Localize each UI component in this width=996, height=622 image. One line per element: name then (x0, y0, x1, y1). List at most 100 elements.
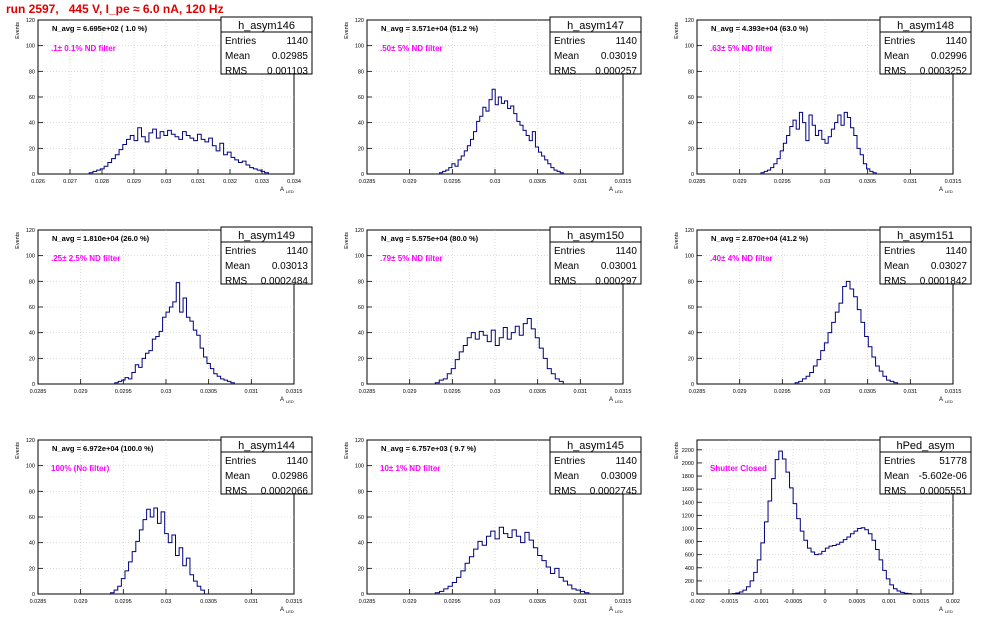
stats-value-mean: 0.02996 (931, 51, 968, 62)
stats-histogram-name: h_asym150 (567, 230, 624, 242)
x-tick-label: 0.031 (573, 389, 587, 395)
y-tick-label: 80 (358, 279, 364, 285)
histogram-series (114, 282, 235, 384)
stats-value-mean: 0.03001 (601, 261, 638, 272)
y-tick-label: 120 (685, 228, 694, 234)
y-tick-label: 40 (29, 121, 35, 127)
stats-value-rms: 0.0003252 (920, 66, 968, 77)
y-tick-label: 80 (358, 69, 364, 75)
y-axis-label: Events (15, 232, 21, 249)
y-tick-label: 80 (688, 279, 694, 285)
stats-key-rms: RMS (225, 66, 248, 77)
histogram-series (760, 111, 877, 174)
x-axis-label-subscript: LED (286, 609, 294, 614)
y-tick-label: 60 (29, 305, 35, 311)
stats-value-rms: 0.0002745 (590, 486, 638, 497)
stats-key-mean: Mean (884, 471, 909, 482)
x-tick-label: 0.0285 (30, 599, 47, 605)
x-tick-label: 0.0305 (200, 599, 217, 605)
x-tick-label: 0.0285 (689, 389, 706, 395)
x-tick-label: 0.0295 (444, 599, 461, 605)
y-tick-label: 100 (26, 44, 35, 50)
x-axis-label: A (939, 607, 943, 613)
x-tick-label: 0.034 (287, 179, 301, 185)
stats-histogram-name: h_asym144 (238, 440, 295, 452)
y-tick-label: 0 (691, 382, 694, 388)
stats-key-entries: Entries (554, 456, 585, 467)
n-avg-label: N_avg = 5.575e+04 (80.0 %) (381, 234, 479, 243)
stats-key-mean: Mean (554, 471, 579, 482)
x-axis-label-subscript: LED (945, 399, 953, 404)
histogram-series (110, 507, 205, 594)
x-tick-label: 0.031 (244, 599, 258, 605)
n-avg-label: N_avg = 6.972e+04 (100.0 %) (52, 444, 154, 453)
histogram-panel-h_asym144: 0 20 40 60 80 100 120 0.0285 0.029 0.0295 0.03 0.03… (15, 436, 313, 614)
y-tick-label: 1800 (682, 474, 694, 480)
histogram-panel-h_asym146: 0 20 40 60 80 100 120 0.026 0.027 0.028 0.029 0.03 0… (15, 16, 313, 194)
stats-value-entries: 1140 (286, 456, 308, 467)
x-tick-label: 0.0295 (115, 599, 132, 605)
x-tick-label: 0.0305 (200, 389, 217, 395)
x-tick-label: 0.027 (63, 179, 77, 185)
y-tick-label: 100 (355, 254, 364, 260)
x-tick-label: 0.029 (733, 179, 747, 185)
stats-key-entries: Entries (554, 246, 585, 257)
stats-key-rms: RMS (884, 486, 907, 497)
stats-value-mean: -5.602e-06 (919, 471, 968, 482)
stats-value-entries: 1140 (286, 246, 308, 257)
x-tick-label: 0.0005 (849, 599, 866, 605)
x-axis-label: A (609, 607, 613, 613)
y-tick-label: 60 (358, 305, 364, 311)
y-tick-label: 1000 (682, 526, 694, 532)
x-tick-label: 0.0295 (774, 179, 791, 185)
y-tick-label: 60 (688, 95, 694, 101)
stats-value-rms: 0.000297 (595, 276, 637, 287)
stats-box (220, 436, 313, 495)
histogram-panel-h_asym147: 0 20 40 60 80 100 120 0.0285 0.029 0.0295 0.03 0.03… (344, 16, 642, 194)
stats-value-rms: 0.0002484 (261, 276, 309, 287)
y-tick-label: 40 (29, 331, 35, 337)
histogram-panel-h_asym151: 0 20 40 60 80 100 120 0.0285 0.029 0.0295 0.03 0.03… (674, 226, 972, 404)
y-tick-label: 20 (688, 356, 694, 362)
x-tick-label: 0.0305 (529, 599, 546, 605)
stats-value-entries: 1140 (286, 36, 308, 47)
histogram-panel-h_asym148: 0 20 40 60 80 100 120 0.0285 0.029 0.0295 0.03 0.03… (674, 16, 972, 194)
x-tick-label: 0.0315 (286, 389, 303, 395)
stats-value-rms: 0.0001842 (920, 276, 968, 287)
x-tick-label: 0.029 (733, 389, 747, 395)
y-axis-label: Events (344, 442, 350, 459)
y-tick-label: 0 (691, 592, 694, 598)
y-tick-label: 100 (355, 44, 364, 50)
histogram-series (439, 88, 564, 174)
x-tick-label: 0.002 (946, 599, 960, 605)
x-tick-label: -0.0005 (784, 599, 803, 605)
x-tick-label: 0.0295 (115, 389, 132, 395)
x-tick-label: 0.0285 (689, 179, 706, 185)
x-tick-label: 0.03 (161, 389, 172, 395)
n-avg-label: N_avg = 6.695e+02 ( 1.0 %) (52, 24, 148, 33)
y-tick-label: 20 (358, 146, 364, 152)
x-tick-label: 0.029 (74, 389, 88, 395)
stats-value-entries: 1140 (615, 246, 637, 257)
y-tick-label: 20 (29, 146, 35, 152)
y-tick-label: 20 (29, 356, 35, 362)
histogram-panel-hPed_asym: 0 200 400 600 800 1000 1200 1400 1600 1800 2000 220… (674, 436, 972, 614)
filter-annotation: .50± 5% ND filter (380, 44, 443, 53)
stats-key-entries: Entries (554, 36, 585, 47)
y-tick-label: 60 (358, 95, 364, 101)
y-tick-label: 800 (685, 540, 694, 546)
x-tick-label: 0.031 (244, 389, 258, 395)
stats-histogram-name: h_asym148 (897, 20, 954, 32)
stats-key-rms: RMS (554, 276, 577, 287)
x-tick-label: 0.03 (490, 179, 501, 185)
x-axis-label: A (939, 397, 943, 403)
y-tick-label: 0 (32, 592, 35, 598)
histogram-panel-h_asym150: 0 20 40 60 80 100 120 0.0285 0.029 0.0295 0.03 0.03… (344, 226, 642, 404)
stats-key-entries: Entries (225, 36, 256, 47)
x-tick-label: 0.001 (882, 599, 896, 605)
x-tick-label: 0.0305 (859, 389, 876, 395)
x-axis-label-subscript: LED (945, 609, 953, 614)
filter-annotation: .1± 0.1% ND filter (51, 44, 116, 53)
stats-histogram-name: h_asym146 (238, 20, 295, 32)
run-title: run 2597, 445 V, I_pe ≈ 6.0 nA, 120 Hz (6, 2, 224, 16)
